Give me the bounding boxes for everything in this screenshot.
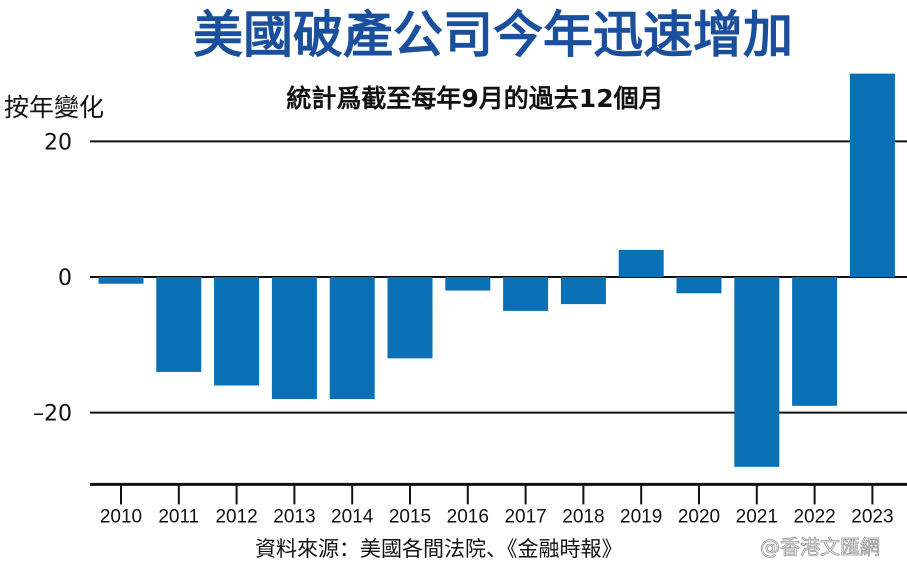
x-tick-label: 2022 xyxy=(793,506,835,527)
y-tick-label: –20 xyxy=(33,402,72,427)
x-tick-label: 2014 xyxy=(331,506,374,527)
x-tick-label: 2019 xyxy=(620,506,662,527)
y-tick-label: 20 xyxy=(44,130,72,155)
x-tick-label: 2021 xyxy=(736,506,778,527)
bar-2022 xyxy=(792,277,838,406)
x-tick-label: 2012 xyxy=(215,506,257,527)
x-tick-label: 2020 xyxy=(678,506,720,527)
bar-2010 xyxy=(98,277,144,284)
x-tick-label: 2016 xyxy=(447,506,489,527)
bar-2018 xyxy=(560,277,606,305)
bar-2019 xyxy=(618,249,664,277)
x-tick-label: 2010 xyxy=(100,506,142,527)
y-tick-label: 0 xyxy=(58,266,72,291)
bar-2014 xyxy=(329,277,375,400)
chart-title: 美國破產公司今年迅速增加 xyxy=(193,6,793,64)
bar-2011 xyxy=(156,277,202,372)
y-axis-label: 按年變化 xyxy=(4,93,104,122)
bar-2020 xyxy=(676,277,722,294)
x-tick-label: 2011 xyxy=(158,506,199,527)
bar-2017 xyxy=(503,277,549,311)
bar-2015 xyxy=(387,277,433,359)
watermark: @香港文匯網 xyxy=(760,535,880,559)
bar-2023 xyxy=(849,73,895,277)
bar-2021 xyxy=(734,277,780,467)
chart-subtitle: 統計爲截至每年9月的過去12個月 xyxy=(286,84,663,113)
x-tick-label: 2015 xyxy=(389,506,431,527)
bar-2016 xyxy=(445,277,491,291)
source-note: 資料來源：美國各間法院、《金融時報》 xyxy=(255,537,623,561)
x-tick-label: 2013 xyxy=(273,506,315,527)
x-tick-label: 2018 xyxy=(562,506,604,527)
x-tick-label: 2017 xyxy=(504,506,546,527)
x-tick-label: 2023 xyxy=(851,506,893,527)
bar-2013 xyxy=(271,277,317,400)
bar-2012 xyxy=(214,277,260,386)
